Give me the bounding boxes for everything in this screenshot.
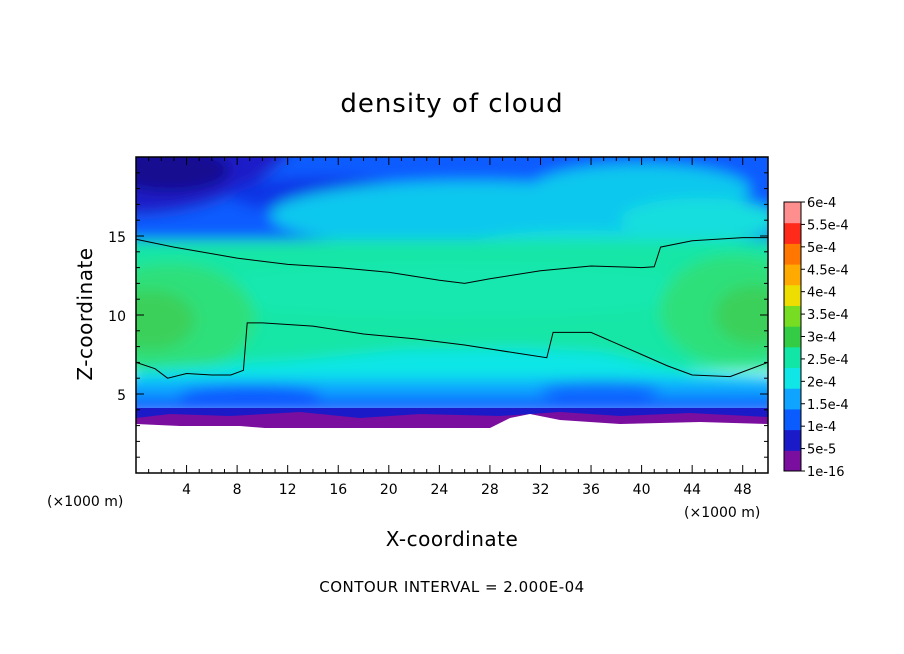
colorbar-swatch: [784, 450, 801, 472]
density-field: [136, 157, 768, 473]
x-tick-label: 40: [633, 482, 651, 498]
colorbar-label: 6e-4: [807, 196, 836, 211]
colorbar-label: 1e-16: [807, 465, 845, 480]
x-axis-label: X-coordinate: [386, 527, 519, 551]
colorbar-label: 5.5e-4: [807, 218, 849, 233]
colorbar-label: 2.5e-4: [807, 353, 849, 368]
x-tick-label: 24: [430, 482, 448, 498]
x-tick-label: 16: [329, 482, 347, 498]
x-unit-label-left: (×1000 m): [47, 494, 123, 510]
colorbar-label: 1.5e-4: [807, 398, 849, 413]
x-tick-label: 12: [279, 482, 297, 498]
colorbar-swatch: [784, 284, 801, 306]
colorbar-swatch: [784, 243, 801, 265]
colorbar-swatch: [784, 388, 801, 410]
colorbar-label: 5e-4: [807, 241, 836, 256]
contour-interval-text: CONTOUR INTERVAL = 2.000E-04: [319, 578, 584, 596]
x-unit-label-right: (×1000 m): [684, 505, 760, 521]
colorbar-label: 4e-4: [807, 286, 836, 301]
colorbar-swatch: [784, 264, 801, 286]
colorbar-label: 2e-4: [807, 375, 836, 390]
x-tick-label: 20: [380, 482, 398, 498]
contour-lower: [136, 322, 768, 379]
x-tick-label: 8: [233, 482, 242, 498]
y-axis-label: Z-coordinate: [73, 247, 97, 380]
colorbar-swatch: [784, 326, 801, 348]
colorbar-swatch: [784, 346, 801, 369]
x-tick-label: 28: [481, 482, 499, 498]
colorbar: 1e-16 5e-5 1e-4 1.5e-4 2e-4 2.5e-4 3e-4 3.5e-4 4…: [783, 196, 849, 480]
x-tick-labels: 4 8 12 16 20 24 28 32 36 40 44 48: [182, 482, 752, 498]
axis-ticks: [136, 157, 768, 473]
colorbar-swatch: [784, 202, 801, 224]
colorbar-swatch: [784, 222, 801, 244]
colorbar-label: 3e-4: [807, 331, 836, 346]
colorbar-swatch: [784, 429, 801, 451]
colorbar-swatch: [784, 408, 801, 431]
y-tick-label: 5: [117, 388, 126, 404]
x-tick-label: 4: [182, 482, 191, 498]
colorbar-label: 1e-4: [807, 420, 836, 435]
x-tick-label: 44: [683, 482, 701, 498]
x-tick-label: 48: [734, 482, 752, 498]
colorbar-label: 3.5e-4: [807, 308, 849, 323]
colorbar-label: 5e-5: [807, 443, 836, 458]
y-tick-label: 15: [108, 230, 126, 246]
y-tick-label: 10: [108, 309, 126, 325]
contour-upper: [136, 237, 768, 284]
colorbar-label: 4.5e-4: [807, 263, 849, 278]
colorbar-swatch: [784, 305, 801, 327]
chart-title: density of cloud: [340, 89, 563, 119]
y-tick-labels: 5 10 15: [108, 230, 126, 404]
x-tick-label: 32: [532, 482, 550, 498]
x-tick-label: 36: [582, 482, 600, 498]
colorbar-swatch: [784, 367, 801, 389]
